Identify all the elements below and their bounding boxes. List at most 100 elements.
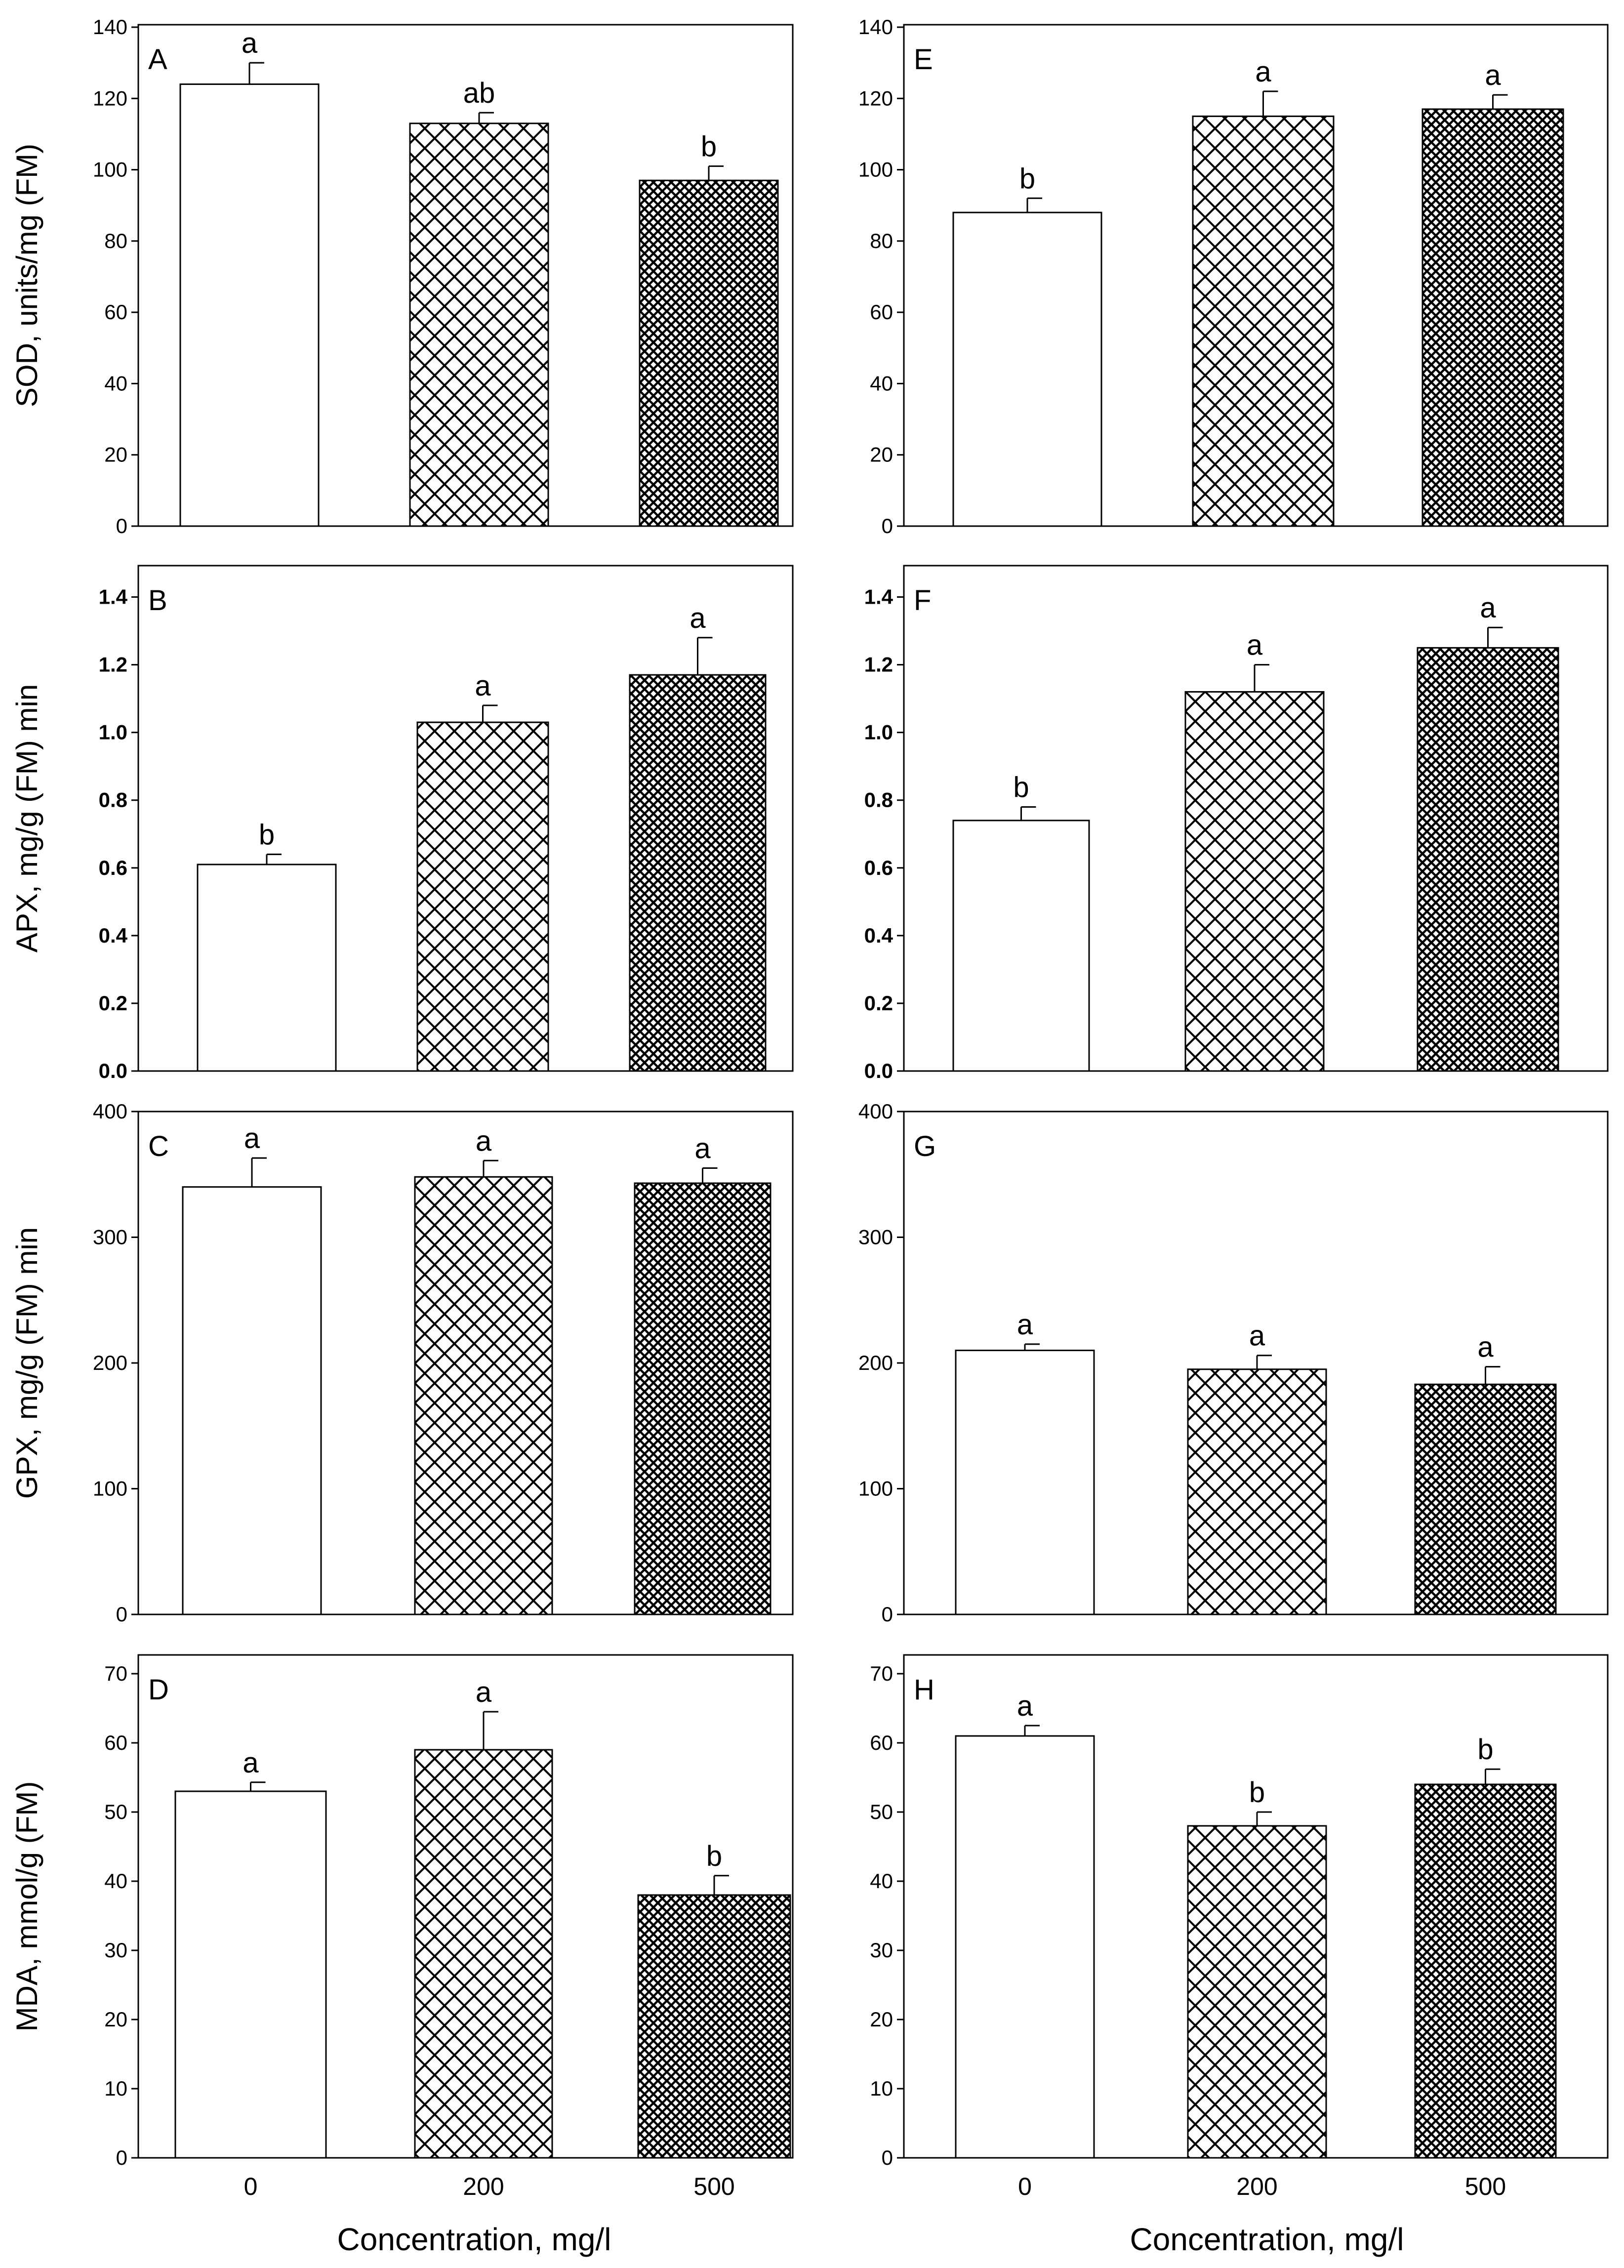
panel-f: 0.0 0.2 0.4 0.6 0.8 1.0 1.2 1.4 b a a F [864, 565, 1609, 1082]
y-tick-label: 0.6 [99, 856, 127, 879]
x-tick-label: 200 [1236, 2173, 1277, 2200]
panel-c: 0 100 200 300 400 a a a C GPX, mg/g (FM) min [10, 1100, 794, 1626]
y-tick-label: 20 [104, 443, 127, 466]
bar-0 [182, 1186, 322, 1615]
y-tick-label: 300 [93, 1226, 127, 1249]
y-tick-label: 70 [104, 1662, 127, 1685]
panel-letter: A [148, 43, 167, 76]
x-axis-label-left: Concentration, mg/l [337, 2222, 611, 2257]
y-tick-label: 40 [870, 371, 893, 395]
y-tick-label: 0.8 [864, 788, 893, 812]
y-tick-label: 140 [858, 15, 893, 39]
panel-letter: H [914, 1674, 934, 1706]
y-tick-label: 10 [870, 2077, 893, 2100]
x-tick-label: 0 [1018, 2173, 1032, 2200]
panel-letter: F [914, 584, 931, 617]
y-tick-label: 70 [870, 1662, 893, 1685]
y-tick-label: 0.4 [99, 924, 128, 947]
significance-letter: a [244, 1122, 260, 1155]
y-tick-label: 0 [116, 1603, 127, 1626]
bar-500 [1421, 108, 1564, 527]
significance-letter: a [1249, 1320, 1265, 1352]
x-tick-label: 200 [463, 2173, 504, 2200]
y-tick-label: 200 [858, 1351, 893, 1374]
panel-g: 0 100 200 300 400 a a a G [858, 1100, 1609, 1626]
significance-letter: a [243, 1747, 259, 1779]
y-tick-label: 140 [93, 15, 127, 39]
significance-letter: a [242, 27, 258, 59]
y-tick-label: 10 [104, 2077, 127, 2100]
y-tick-label: 1.0 [99, 721, 127, 744]
bar-0 [955, 1350, 1095, 1615]
bar-500 [629, 674, 767, 1072]
significance-letter: ab [463, 77, 495, 109]
y-tick-label: 80 [870, 229, 893, 252]
y-axis-label: APX, mg/g (FM) min [10, 684, 43, 952]
significance-letter: a [694, 1133, 711, 1165]
bar-200 [414, 1749, 553, 2159]
bar-200 [1187, 1368, 1327, 1615]
panel-letter: C [148, 1130, 169, 1162]
y-tick-label: 1.2 [864, 653, 893, 676]
bar-0 [174, 1790, 327, 2159]
y-tick-label: 0 [882, 1603, 893, 1626]
bar-0 [952, 211, 1102, 527]
y-tick-label: 60 [870, 1731, 893, 1754]
significance-letter: a [1477, 1331, 1494, 1363]
panel-d: 0 10 20 30 40 50 60 70 a 0 a 200 b 500 D MDA, mmol/g (F… [10, 1654, 794, 2200]
significance-letter: a [690, 602, 706, 634]
y-tick-label: 80 [104, 229, 127, 252]
y-tick-label: 30 [104, 1938, 127, 1962]
y-tick-label: 40 [104, 371, 127, 395]
significance-letter: b [259, 819, 275, 851]
y-axis-label: MDA, mmol/g (FM) [10, 1781, 43, 2032]
bar-500 [1417, 647, 1559, 1072]
y-tick-label: 120 [858, 86, 893, 110]
panel-e: 0 20 40 60 80 100 120 140 b a a E [858, 15, 1609, 537]
x-tick-label: 500 [693, 2173, 734, 2200]
y-tick-label: 60 [104, 300, 127, 324]
panel-letter: D [148, 1674, 169, 1706]
y-tick-label: 50 [870, 1800, 893, 1823]
significance-letter: a [1017, 1309, 1033, 1341]
panel-letter: E [914, 43, 933, 76]
panel-a: 0 20 40 60 80 100 120 140 a ab b A SOD, units/mg (FM… [10, 15, 794, 537]
panel-h: 0 10 20 30 40 50 60 70 a 0 b 200 b 500 H [870, 1654, 1609, 2200]
significance-letter: a [476, 1125, 492, 1157]
y-tick-label: 40 [870, 1869, 893, 1893]
bar-200 [414, 1176, 553, 1615]
bar-500 [637, 1894, 791, 2159]
bar-500 [1414, 1783, 1557, 2159]
significance-letter: a [1247, 629, 1263, 661]
y-tick-label: 0.2 [99, 991, 127, 1015]
significance-letter: b [1249, 1776, 1265, 1809]
y-axis-label: GPX, mg/g (FM) min [10, 1227, 43, 1499]
y-tick-label: 100 [93, 1477, 127, 1500]
significance-letter: b [706, 1840, 722, 1872]
y-tick-label: 0.2 [864, 991, 893, 1015]
significance-letter: b [1019, 163, 1035, 195]
y-tick-label: 200 [93, 1351, 127, 1374]
y-tick-label: 0.6 [864, 856, 893, 879]
y-tick-label: 300 [858, 1226, 893, 1249]
y-tick-label: 0 [116, 2146, 127, 2169]
y-tick-label: 40 [104, 1869, 127, 1893]
y-tick-label: 0.8 [99, 788, 127, 812]
y-tick-label: 20 [870, 443, 893, 466]
x-tick-label: 0 [244, 2173, 258, 2200]
bar-0 [179, 83, 320, 527]
y-tick-label: 0 [882, 2146, 893, 2169]
y-tick-label: 400 [93, 1100, 127, 1123]
y-tick-label: 400 [858, 1100, 893, 1123]
y-tick-label: 60 [870, 300, 893, 324]
y-tick-label: 0.0 [864, 1059, 893, 1082]
y-tick-label: 30 [870, 1938, 893, 1962]
significance-letter: a [1017, 1690, 1033, 1722]
bar-500 [634, 1182, 771, 1615]
bar-200 [1184, 691, 1325, 1072]
y-tick-label: 1.4 [99, 585, 128, 609]
significance-letter: b [701, 130, 717, 163]
significance-letter: a [1485, 59, 1501, 91]
significance-letter: a [1255, 56, 1271, 88]
